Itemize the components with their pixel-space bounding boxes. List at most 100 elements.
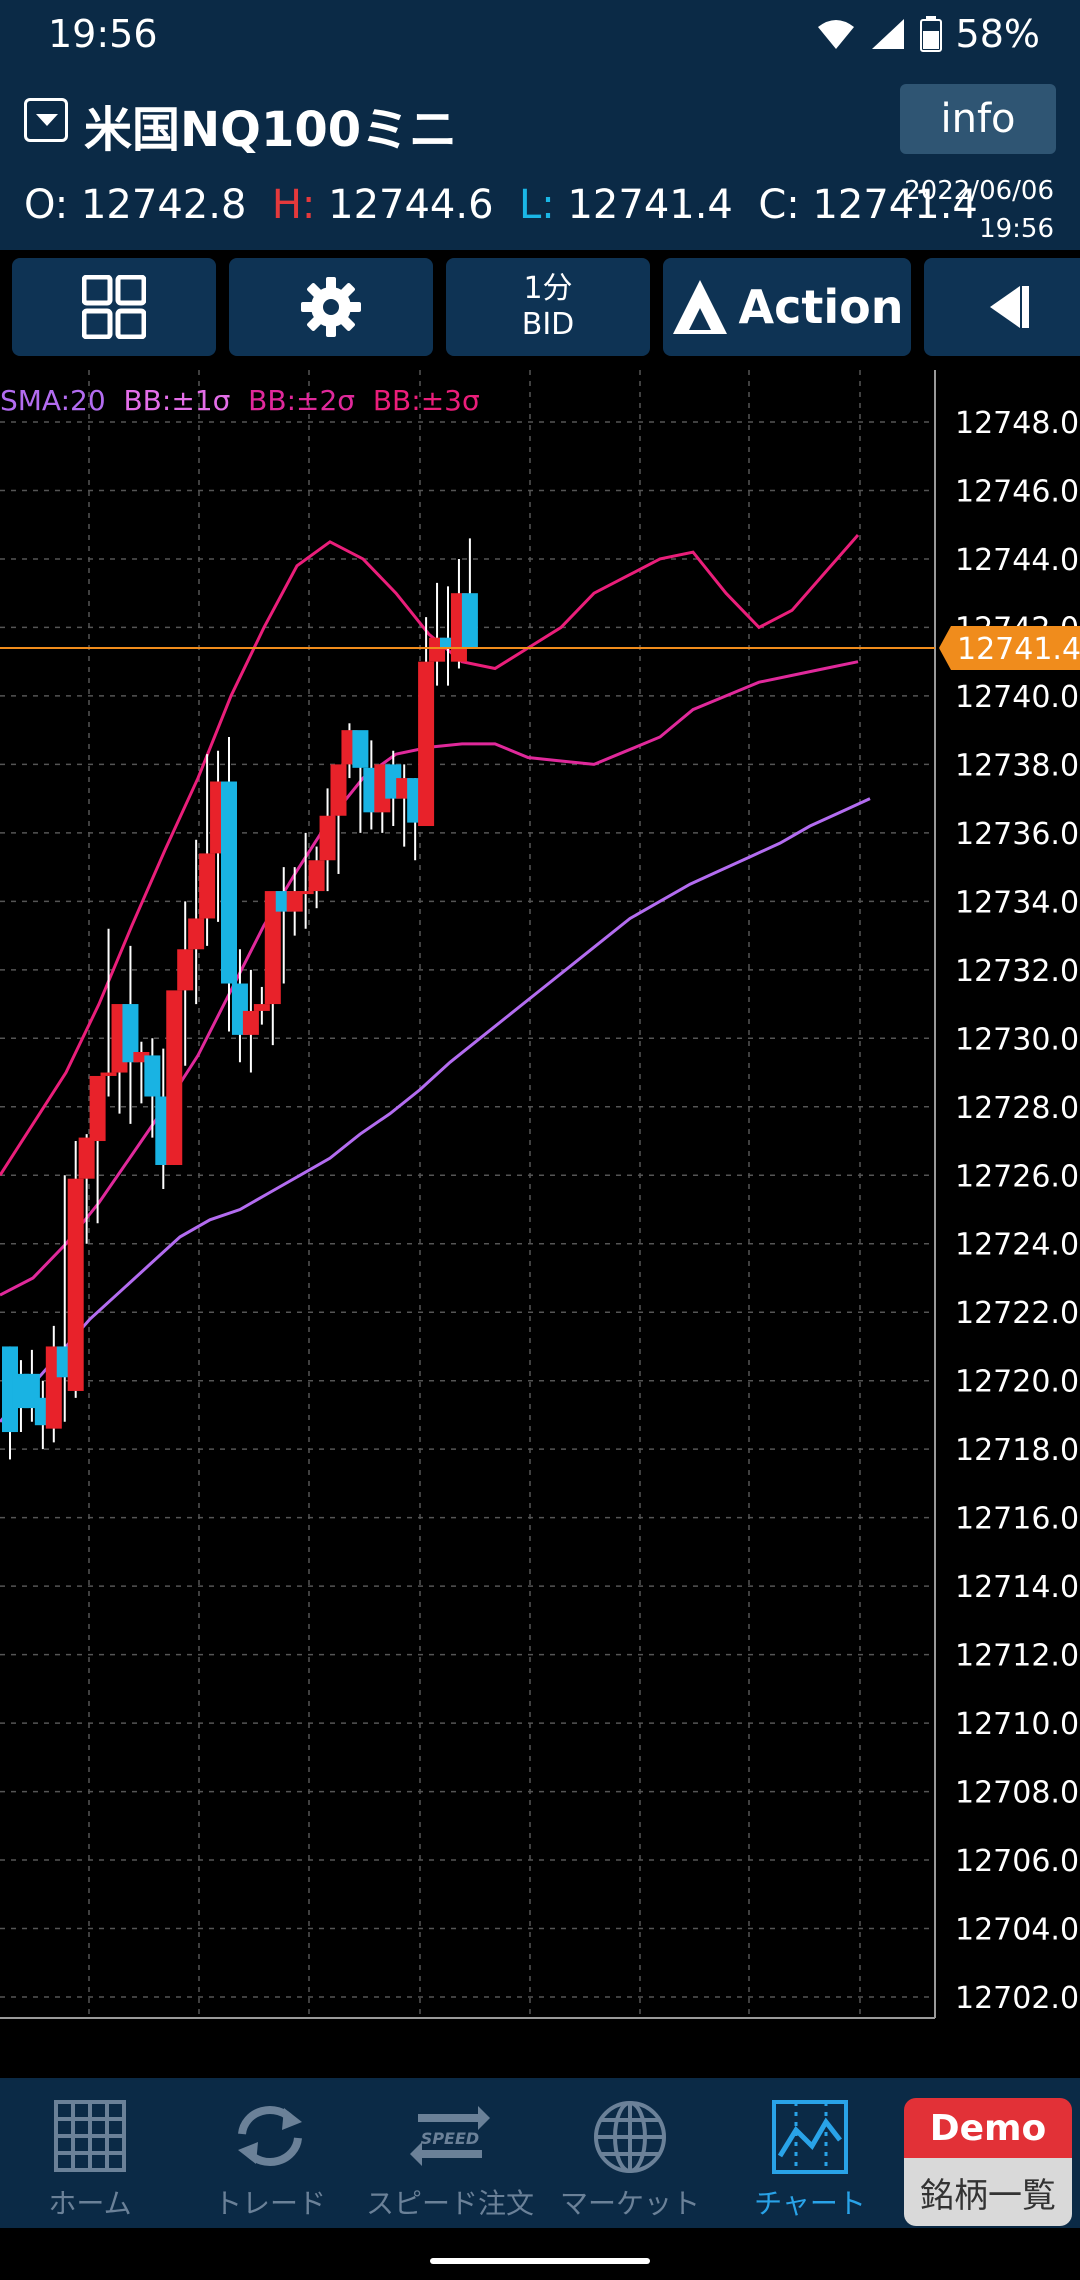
y-tick-label: 12740.0 xyxy=(955,680,1079,715)
y-tick-label: 12710.0 xyxy=(955,1707,1079,1742)
price-type-label: BID xyxy=(521,307,575,342)
symbol-header: 米国NQ100ミニ info O: 12742.8 H: 12744.6 L: … xyxy=(0,70,1080,250)
candle-body xyxy=(319,815,336,861)
y-tick-label: 12720.0 xyxy=(955,1365,1079,1400)
quote-time: 19:56 xyxy=(979,214,1054,244)
gear-icon xyxy=(301,277,361,337)
legend-bb3: BB:±3σ xyxy=(372,384,480,417)
refresh-icon xyxy=(238,2105,302,2167)
timeframe-button[interactable]: 1分 BID xyxy=(446,258,650,356)
low-value: 12741.4 xyxy=(567,182,733,228)
y-tick-label: 12706.0 xyxy=(955,1844,1079,1879)
battery-percent: 58% xyxy=(955,12,1040,56)
candlestick-chart[interactable]: 12748.012746.012744.012742.012740.012738… xyxy=(0,370,1080,2020)
y-tick-label: 12732.0 xyxy=(955,954,1079,989)
y-tick-label: 12702.0 xyxy=(955,1981,1079,2016)
quote-datetime: 2022/06/06 19:56 xyxy=(904,172,1054,248)
y-tick-label: 12704.0 xyxy=(955,1913,1079,1948)
candle-body xyxy=(418,661,435,827)
speed-icon: SPEED xyxy=(410,2106,490,2166)
sma20-line xyxy=(0,797,871,1423)
tab-chart[interactable]: チャート xyxy=(720,2078,900,2228)
status-time: 19:56 xyxy=(48,12,158,56)
candle-body xyxy=(253,1004,270,1011)
current-price-label: 12741.4 xyxy=(957,632,1080,667)
tab-market[interactable]: マーケット xyxy=(540,2078,720,2228)
y-tick-label: 12730.0 xyxy=(955,1022,1079,1057)
wifi-icon xyxy=(817,20,854,49)
symbol-title[interactable]: 米国NQ100ミニ xyxy=(84,102,458,158)
ohlc-readout: O: 12742.8 H: 12744.6 L: 12741.4 C: 1274… xyxy=(24,182,978,228)
layout-button[interactable] xyxy=(12,258,216,356)
candle-body xyxy=(89,1075,106,1142)
y-tick-label: 12748.0 xyxy=(955,406,1079,441)
candle-body xyxy=(221,781,237,984)
legend-sma: SMA:20 xyxy=(0,384,106,417)
battery-icon xyxy=(919,16,942,52)
demo-label: Demo xyxy=(904,2098,1072,2158)
y-tick-label: 12708.0 xyxy=(955,1776,1079,1811)
chart-toolbar: 1分 BID Action xyxy=(0,250,1080,370)
status-bar: 19:56 58% xyxy=(0,0,1080,70)
y-tick-label: 12738.0 xyxy=(955,748,1079,783)
tab-speed-order[interactable]: SPEED スピード注文 xyxy=(360,2078,540,2228)
demo-symbol-list-button[interactable]: Demo 銘柄一覧 xyxy=(904,2098,1072,2226)
tab-trade[interactable]: トレード xyxy=(180,2078,360,2228)
candle-body xyxy=(122,1004,139,1063)
collapse-panel-button[interactable] xyxy=(924,258,1080,356)
high-value: 12744.6 xyxy=(328,182,494,228)
y-tick-label: 12718.0 xyxy=(955,1433,1079,1468)
candle-body xyxy=(166,990,183,1165)
chart-icon xyxy=(772,2100,848,2174)
skip-back-icon xyxy=(990,286,1029,328)
settings-button[interactable] xyxy=(229,258,433,356)
candle-body xyxy=(461,593,478,648)
candle-body xyxy=(144,1055,161,1097)
candle-body xyxy=(199,853,216,919)
action-label: Action xyxy=(738,280,904,334)
y-tick-label: 12726.0 xyxy=(955,1159,1079,1194)
home-indicator[interactable] xyxy=(430,2258,650,2264)
candle-body xyxy=(2,1346,18,1433)
candle-body xyxy=(308,860,325,892)
globe-icon xyxy=(594,2101,666,2173)
y-tick-label: 12716.0 xyxy=(955,1502,1079,1537)
open-value: 12742.8 xyxy=(80,182,247,228)
symbol-list-label: 銘柄一覧 xyxy=(904,2158,1072,2226)
grid-icon xyxy=(54,2100,126,2172)
tab-home[interactable]: ホーム xyxy=(0,2078,180,2228)
candle-body xyxy=(100,1072,117,1076)
y-tick-label: 12744.0 xyxy=(955,543,1079,578)
candle-body xyxy=(177,949,194,991)
y-tick-label: 12724.0 xyxy=(955,1228,1079,1263)
candle-body xyxy=(286,891,303,912)
legend-bb2: BB:±2σ xyxy=(248,384,356,417)
info-button[interactable]: info xyxy=(900,84,1056,154)
y-tick-label: 12736.0 xyxy=(955,817,1079,852)
y-tick-label: 12746.0 xyxy=(955,474,1079,509)
y-tick-label: 12734.0 xyxy=(955,885,1079,920)
close-value: 12741.4 xyxy=(812,182,978,228)
timeframe-label: 1分 xyxy=(523,271,573,306)
candle-body xyxy=(242,1010,259,1035)
candle-body xyxy=(264,891,281,1005)
y-tick-label: 12722.0 xyxy=(955,1296,1079,1331)
candle-body xyxy=(330,764,347,816)
candle-body xyxy=(133,1052,150,1063)
current-price-tag xyxy=(939,625,1080,670)
legend-bb1: BB:±1σ xyxy=(123,384,231,417)
candle-body xyxy=(297,891,314,895)
candle-body xyxy=(440,637,456,648)
signal-icon xyxy=(871,19,904,49)
symbol-dropdown-icon[interactable] xyxy=(24,98,68,142)
candle-body xyxy=(188,918,205,950)
grid-layout-icon xyxy=(82,275,146,339)
y-tick-label: 12714.0 xyxy=(955,1570,1079,1605)
candle-body xyxy=(78,1137,95,1179)
svg-text:SPEED: SPEED xyxy=(421,2129,479,2148)
candle-body xyxy=(67,1178,84,1391)
action-triangle-icon xyxy=(672,280,727,334)
action-button[interactable]: Action xyxy=(663,258,911,356)
y-tick-label: 12728.0 xyxy=(955,1091,1079,1126)
indicator-legend: SMA:20 BB:±1σ BB:±2σ BB:±3σ xyxy=(0,384,480,417)
